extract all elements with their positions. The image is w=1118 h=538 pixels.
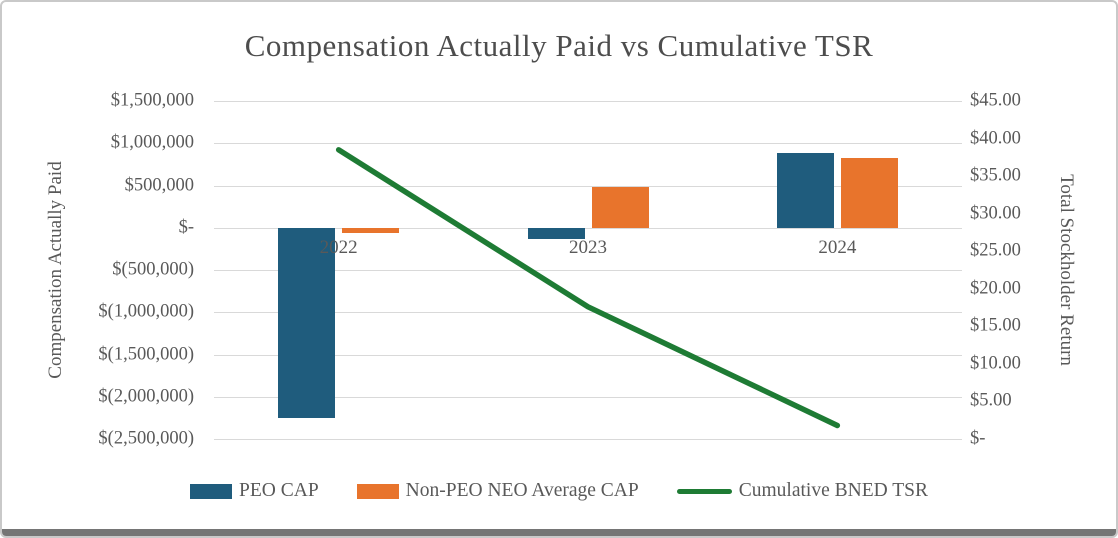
right-axis-tick-label: $30.00: [970, 203, 1021, 224]
gridline: [214, 354, 962, 356]
right-axis-tick-label: $10.00: [970, 353, 1021, 374]
tsr-line-swatch: [676, 488, 732, 494]
bar-non-peo-neo-average-cap: [591, 187, 649, 228]
left-axis-tick-label: $500,000: [124, 175, 194, 195]
right-axis-tick-labels: $45.00 $40.00 $35.00 $30.00 $25.00 $20.00 $15.…: [968, 91, 1078, 449]
bar-peo-cap: [278, 227, 336, 418]
right-axis-tick-label: $25.00: [970, 240, 1021, 261]
x-axis-category-label: 2023: [569, 236, 607, 258]
tsr-line: [335, 147, 841, 429]
plot-area: 2022 2023 2024: [214, 101, 962, 440]
legend: PEO CAP Non-PEO NEO Average CAP Cumulati…: [2, 480, 1116, 502]
left-axis-tick-label: $1,500,000: [110, 90, 194, 111]
gridline: [214, 396, 962, 398]
bar-non-peo-neo-average-cap: [342, 227, 400, 233]
left-axis-title: Compensation Actually Paid: [45, 161, 66, 379]
bar-non-peo-neo-average-cap: [840, 157, 898, 228]
left-axis-tick-label: $(1,000,000): [98, 301, 194, 322]
gridline: [214, 439, 962, 440]
right-axis-tick-label: $-: [970, 428, 986, 449]
legend-label-tsr-line: Cumulative BNED TSR: [738, 480, 928, 501]
gridline: [214, 143, 962, 145]
legend-item-peo-cap: PEO CAP: [190, 480, 319, 502]
non-peo-cap-swatch: [356, 483, 399, 499]
left-axis-tick-label: $(500,000): [112, 259, 194, 280]
gridline: [214, 227, 962, 229]
x-axis-category-label: 2024: [818, 236, 857, 258]
peo-cap-swatch: [190, 483, 233, 499]
x-axis-category-label: 2022: [319, 236, 358, 258]
legend-item-tsr-line: Cumulative BNED TSR: [676, 480, 928, 502]
legend-label-non-peo-cap: Non-PEO NEO Average CAP: [405, 480, 639, 501]
gridline: [214, 185, 962, 187]
bar-peo-cap: [776, 152, 834, 228]
right-axis-tick-label: $5.00: [970, 390, 1012, 411]
right-axis-tick-label: $35.00: [970, 165, 1021, 186]
left-axis-tick-label: $(2,500,000): [98, 428, 194, 449]
left-axis-tick-labels: $1,500,000 $1,000,000 $500,000 $- $(500,000)…: [2, 91, 202, 449]
chart-title: Compensation Actually Paid vs Cumulative…: [244, 28, 874, 63]
legend-item-non-peo-cap: Non-PEO NEO Average CAP: [356, 480, 639, 502]
left-axis-tick-label: $-: [178, 217, 194, 238]
right-axis-tick-label: $20.00: [970, 278, 1021, 299]
gridline: [214, 312, 962, 314]
bar-peo-cap: [527, 227, 585, 239]
right-axis-tick-label: $40.00: [970, 128, 1021, 149]
right-axis-title: Total Stockholder Return: [1056, 174, 1077, 366]
right-axis-tick-label: $45.00: [970, 90, 1021, 111]
bottom-border-strip: [2, 529, 1116, 536]
legend-label-peo-cap: PEO CAP: [239, 480, 319, 501]
tsr-line-layer: [335, 147, 841, 429]
left-axis-tick-label: $(2,000,000): [98, 386, 194, 407]
gridline: [214, 101, 962, 102]
left-axis-tick-label: $1,000,000: [110, 132, 194, 153]
left-axis-tick-label: $(1,500,000): [98, 344, 194, 364]
gridline: [214, 270, 962, 271]
right-axis-tick-label: $15.00: [970, 315, 1021, 336]
